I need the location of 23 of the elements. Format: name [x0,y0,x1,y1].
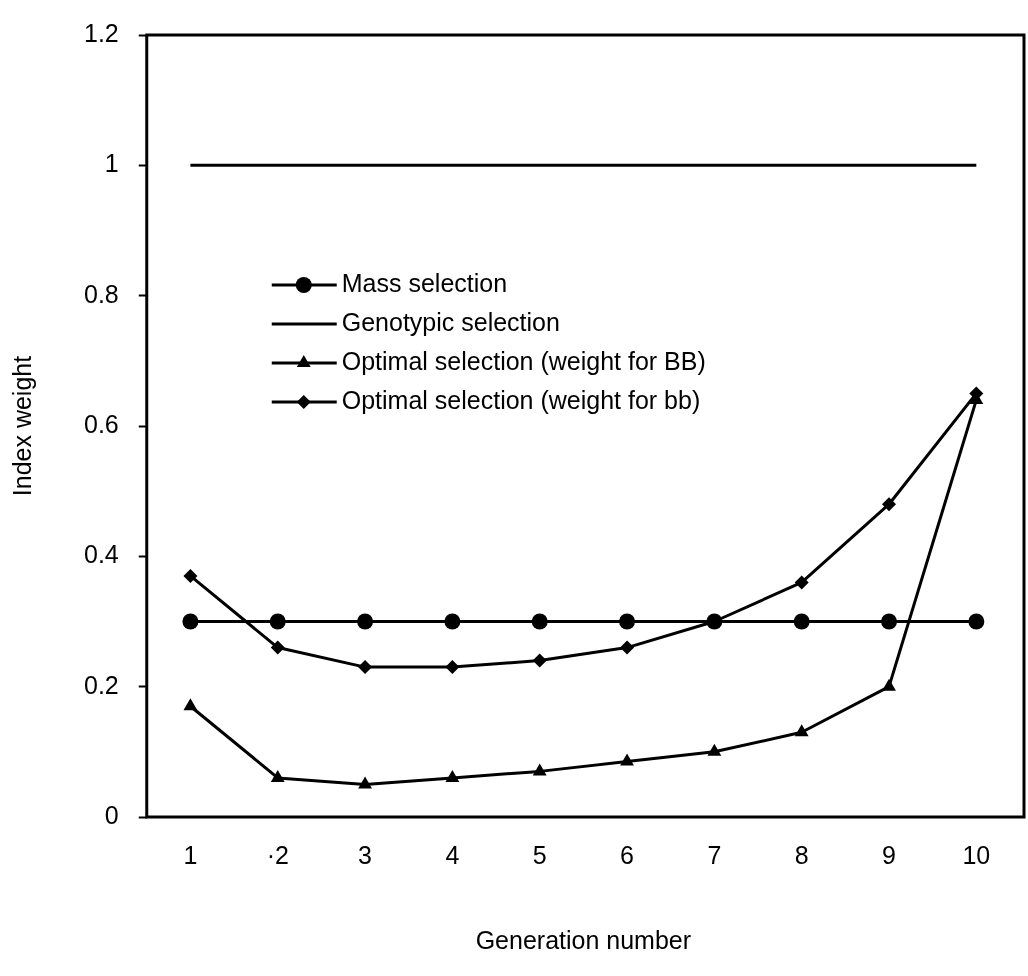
y-tick-label: 0.6 [83,409,119,438]
legend-label: Optimal selection (weight for BB) [341,346,706,375]
legend-label: Optimal selection (weight for bb) [341,385,701,414]
legend-label: Genotypic selection [341,307,560,336]
y-tick-label: 1 [104,149,119,178]
y-tick-label: 0.8 [83,279,119,308]
y-tick-label: 0 [104,800,119,829]
x-tick-label: 9 [882,840,896,869]
x-tick-label: 5 [532,840,547,869]
x-tick-label: 6 [620,840,634,869]
y-tick-label: 0.4 [83,540,119,569]
legend-label: Mass selection [341,268,508,297]
x-tick-label: 7 [707,840,722,869]
x-tick-label: 1 [183,840,198,869]
y-tick-label: 0.2 [83,670,119,699]
x-axis-title: Generation number [475,925,692,954]
x-tick-label: 4 [445,840,460,869]
y-tick-label: 1.2 [83,18,119,47]
x-tick-label: 10 [962,840,991,869]
x-tick-label: 3 [358,840,373,869]
x-tick-label: 8 [794,840,809,869]
y-axis-title: Index weight [7,355,36,497]
x-tick-label: ·2 [266,840,289,869]
